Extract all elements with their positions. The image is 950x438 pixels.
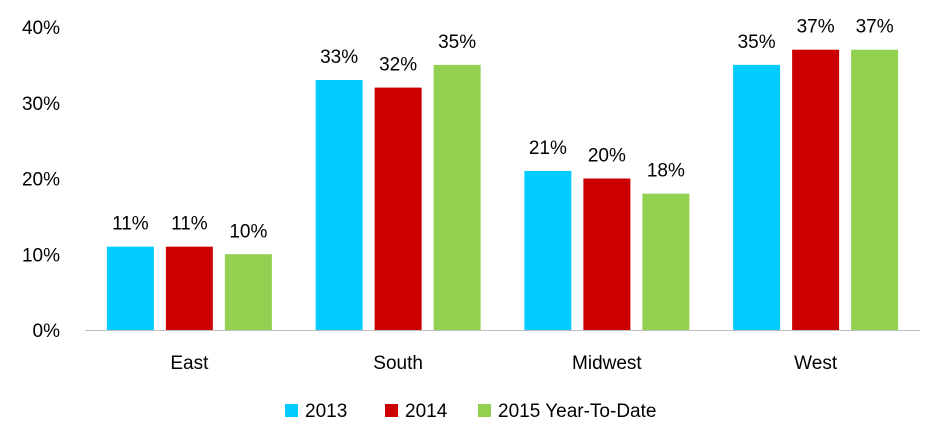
legend-label: 2014	[405, 401, 448, 422]
y-tick-label: 20%	[22, 170, 60, 191]
legend-swatch	[285, 404, 298, 417]
data-label: 20%	[588, 146, 626, 167]
bar-midwest-2014	[583, 178, 631, 330]
data-label: 11%	[171, 214, 208, 235]
legend-swatch	[385, 404, 398, 417]
legend: 2013 2014 2015 Year-To-Date	[285, 401, 656, 422]
bar-east-2014	[165, 246, 213, 330]
data-label: 33%	[320, 47, 358, 68]
x-category-label: West	[794, 353, 838, 374]
data-label: 35%	[438, 32, 476, 53]
y-tick-label: 10%	[22, 245, 60, 266]
bar-east-2013	[106, 246, 154, 330]
x-category-label: Midwest	[572, 353, 642, 374]
bar-south-2015-year-to-date	[433, 64, 481, 330]
bar-west-2014	[792, 49, 840, 330]
bar-midwest-2013	[524, 170, 572, 330]
data-label: 10%	[229, 221, 267, 242]
data-label: 21%	[529, 138, 567, 159]
x-axis: East South Midwest West	[170, 353, 837, 374]
bar-south-2014	[374, 87, 422, 330]
x-category-label: East	[170, 353, 209, 374]
data-label: 32%	[379, 55, 417, 76]
x-category-label: South	[373, 353, 423, 374]
data-label: 37%	[797, 17, 835, 38]
y-axis: 0% 10% 20% 30% 40%	[22, 18, 60, 342]
bar-west-2015-year-to-date	[851, 49, 899, 330]
y-tick-label: 40%	[22, 18, 60, 39]
data-label: 11%	[112, 214, 149, 235]
y-tick-label: 0%	[33, 321, 61, 342]
bar-east-2015-year-to-date	[224, 254, 272, 330]
y-tick-label: 30%	[22, 94, 60, 115]
legend-label: 2015 Year-To-Date	[498, 401, 656, 422]
data-labels: 11% 11% 10% 33% 32% 35% 21% 20% 18% 35% 37% 37%	[112, 17, 894, 243]
data-label: 37%	[856, 17, 894, 38]
bar-south-2013	[315, 80, 363, 331]
legend-label: 2013	[305, 401, 347, 422]
data-label: 18%	[647, 161, 685, 182]
bar-midwest-2015-year-to-date	[642, 193, 690, 330]
bar-west-2013	[733, 64, 781, 330]
legend-swatch	[478, 404, 491, 417]
data-label: 35%	[738, 32, 776, 53]
bars	[106, 49, 899, 331]
